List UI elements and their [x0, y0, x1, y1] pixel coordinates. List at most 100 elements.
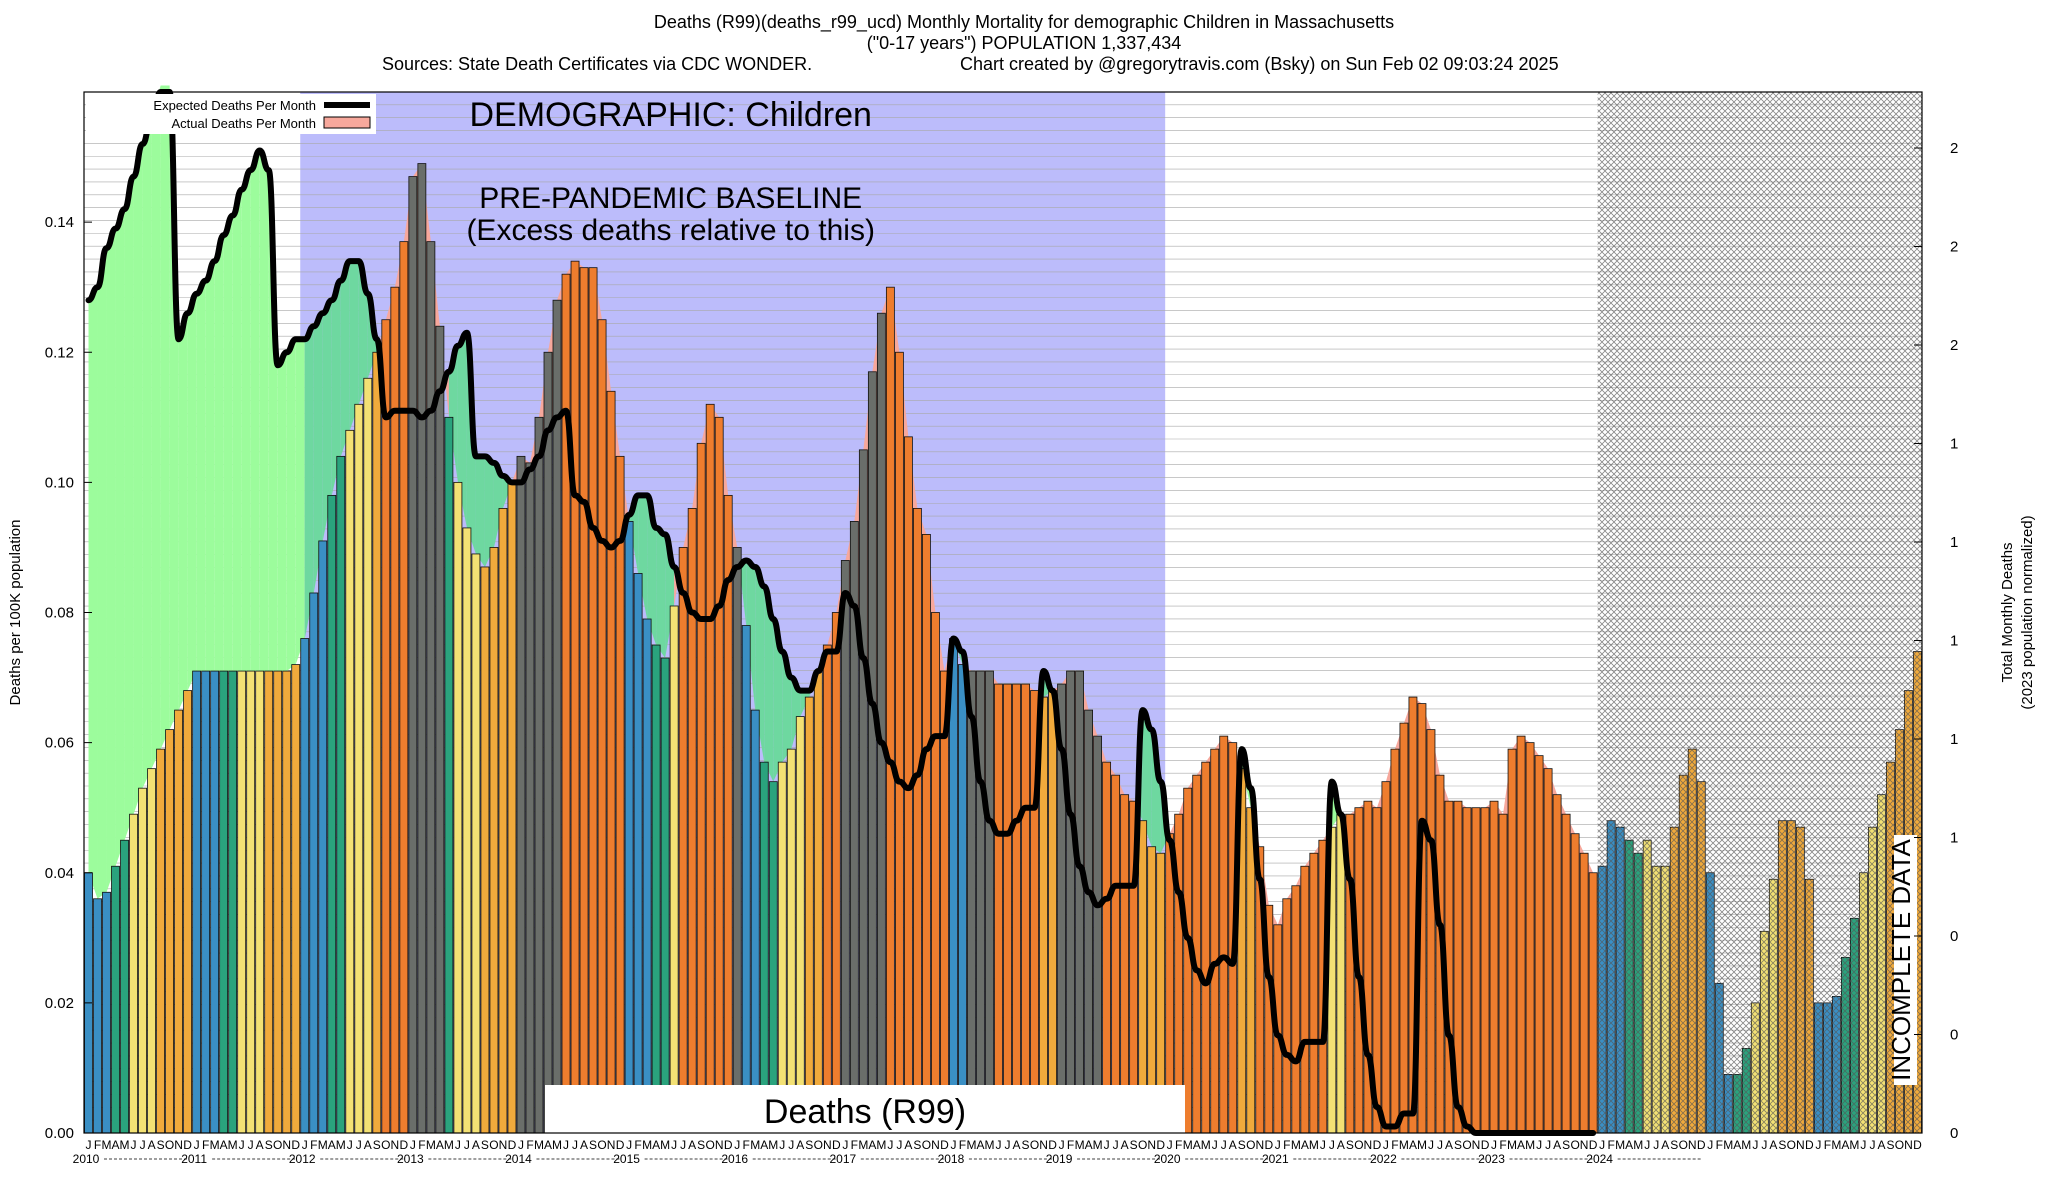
data-bar: [1543, 768, 1553, 1134]
data-bar: [165, 729, 174, 1134]
data-bar: [588, 267, 598, 1134]
data-bar: [336, 455, 346, 1134]
data-bar: [1021, 683, 1030, 1134]
month-tick-label: A: [1841, 1138, 1849, 1152]
month-tick-label: O: [1679, 1138, 1688, 1152]
month-tick-label: J: [1383, 1138, 1389, 1152]
month-tick-label: S: [1238, 1138, 1246, 1152]
data-bar: [1300, 865, 1310, 1134]
month-tick-label: J: [1329, 1138, 1335, 1152]
month-tick-label: J: [788, 1138, 794, 1152]
year-tick-label: 2012: [289, 1152, 316, 1166]
month-tick-label: A: [580, 1138, 588, 1152]
data-bar: [507, 481, 517, 1134]
y-right-tick-label: 0: [1950, 1027, 1958, 1044]
month-tick-label: O: [1462, 1138, 1471, 1152]
year-tick-label: 2016: [721, 1152, 748, 1166]
month-tick-label: D: [616, 1138, 625, 1152]
year-tick-label: 2024: [1586, 1152, 1613, 1166]
month-tick-label: D: [1048, 1138, 1057, 1152]
month-tick-label: A: [1229, 1138, 1237, 1152]
data-bar: [931, 612, 940, 1134]
month-tick-label: J: [680, 1138, 686, 1152]
month-tick-label: F: [310, 1138, 317, 1152]
month-tick-label: M: [1741, 1138, 1751, 1152]
data-bar: [1507, 748, 1517, 1134]
month-tick-label: A: [1661, 1138, 1669, 1152]
data-bar: [534, 416, 544, 1134]
data-bar: [1426, 729, 1436, 1134]
annotation-baseline: PRE-PANDEMIC BASELINE: [479, 182, 862, 215]
month-tick-label: F: [526, 1138, 533, 1152]
data-bar: [471, 553, 481, 1134]
month-tick-label: N: [1039, 1138, 1048, 1152]
deficit-fill: [1142, 710, 1152, 847]
data-bar: [354, 403, 364, 1134]
incomplete-label-box: [1894, 835, 1917, 1085]
month-tick-label: D: [508, 1138, 517, 1152]
data-bar: [768, 781, 778, 1134]
data-bar: [624, 521, 634, 1134]
data-bar: [480, 566, 490, 1134]
data-bar: [1498, 813, 1508, 1134]
deficit-fill: [313, 313, 323, 593]
data-bar: [525, 462, 535, 1134]
month-tick-label: O: [706, 1138, 715, 1152]
deficit-fill: [448, 345, 458, 483]
deficit-fill: [277, 352, 287, 672]
month-tick-label: S: [1562, 1138, 1570, 1152]
month-tick-label: F: [1716, 1138, 1723, 1152]
y-right-tick-label: 1: [1950, 436, 1958, 453]
month-tick-label: J: [1491, 1138, 1497, 1152]
month-tick-label: A: [148, 1138, 156, 1152]
data-bar: [435, 325, 445, 1134]
data-bar: [759, 761, 769, 1134]
month-tick-label: M: [444, 1138, 454, 1152]
month-tick-label: M: [1201, 1138, 1211, 1152]
month-tick-label: S: [1346, 1138, 1354, 1152]
expected-deaths-line: [85, 89, 1597, 1136]
month-tick-label: J: [455, 1138, 461, 1152]
month-tick-label: S: [481, 1138, 489, 1152]
data-bar: [633, 573, 643, 1134]
month-tick-label: M: [750, 1138, 760, 1152]
data-bar: [813, 670, 823, 1134]
month-tick-label: A: [1733, 1138, 1741, 1152]
deficit-fill: [773, 619, 783, 782]
month-tick-label: F: [1391, 1138, 1398, 1152]
month-tick-label: J: [1599, 1138, 1605, 1152]
deficit-fill: [223, 215, 233, 672]
month-tick-label: O: [489, 1138, 498, 1152]
month-tick-label: M: [1615, 1138, 1625, 1152]
month-tick-label: M: [1849, 1138, 1859, 1152]
deficit-fill: [187, 293, 197, 691]
month-tick-label: M: [1507, 1138, 1517, 1152]
data-bar: [318, 540, 328, 1134]
data-bar: [120, 839, 129, 1134]
deficit-fill: [205, 261, 215, 672]
month-tick-label: A: [1193, 1138, 1201, 1152]
deficit-fill: [97, 248, 107, 899]
data-bar: [1201, 761, 1211, 1134]
month-tick-label: O: [1246, 1138, 1255, 1152]
deficit-fill: [349, 261, 359, 431]
month-tick-label: J: [995, 1138, 1001, 1152]
y-tick-label: 0.08: [45, 605, 74, 622]
month-tick-label: A: [1013, 1138, 1021, 1152]
data-bar: [156, 748, 165, 1134]
deficit-fill: [746, 560, 756, 711]
data-bar: [1462, 807, 1472, 1134]
year-tick-label: 2023: [1478, 1152, 1505, 1166]
deficit-fill: [88, 287, 98, 899]
month-tick-label: S: [265, 1138, 273, 1152]
data-bar: [958, 664, 967, 1134]
data-bar: [597, 319, 607, 1134]
month-tick-label: D: [1805, 1138, 1814, 1152]
data-bar: [804, 696, 814, 1134]
data-bar: [453, 481, 463, 1134]
data-bar: [192, 670, 202, 1134]
year-tick-label: 2020: [1154, 1152, 1181, 1166]
data-bar: [714, 416, 724, 1134]
month-tick-label: F: [1607, 1138, 1614, 1152]
